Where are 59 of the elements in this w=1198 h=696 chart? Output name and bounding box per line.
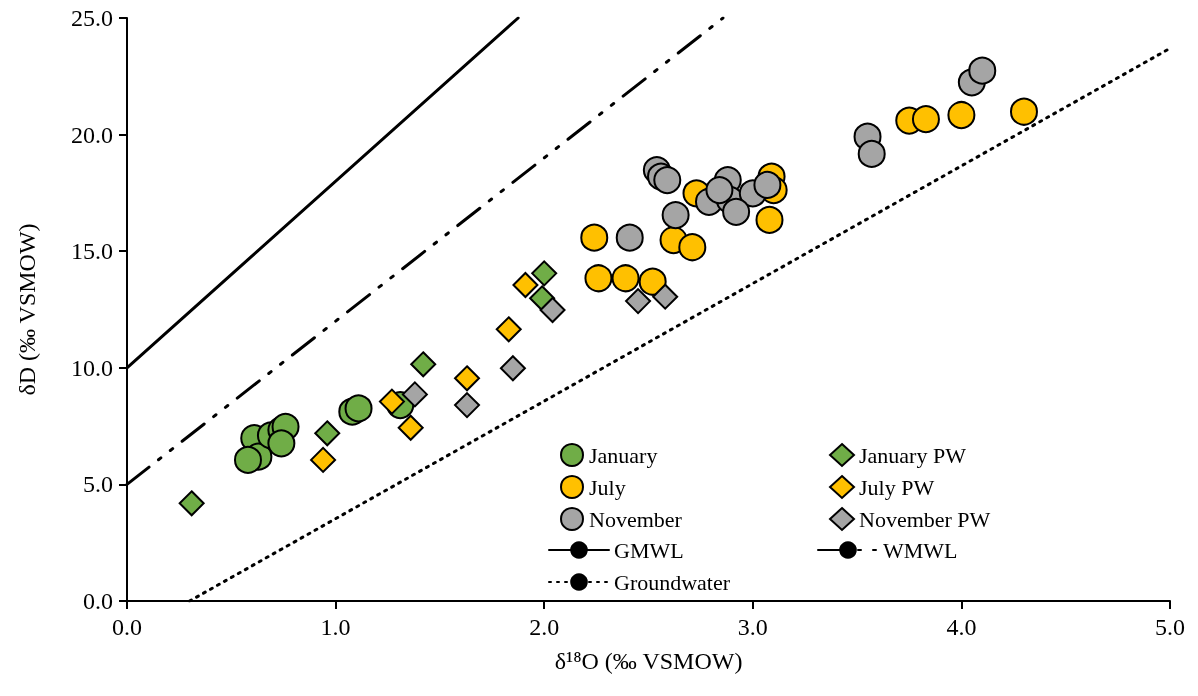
y-tick-label: 0.0 <box>83 588 113 614</box>
y-tick-label: 10.0 <box>71 354 113 381</box>
legend-label: January PW <box>859 442 967 468</box>
y-tick-label: 5.0 <box>83 471 113 498</box>
point <box>652 283 679 310</box>
x-tick-label: 5.0 <box>1155 614 1185 640</box>
point <box>314 420 341 447</box>
point <box>410 351 437 378</box>
point <box>397 414 424 441</box>
y-axis-title: δD (‰ VSMOW) <box>14 223 40 396</box>
point <box>580 223 609 252</box>
legend-label: January <box>589 442 658 468</box>
x-tick-label: 3.0 <box>737 614 768 640</box>
y-tick-label: 25.0 <box>71 5 113 31</box>
point <box>678 233 707 262</box>
x-tick-label: 0.0 <box>112 614 142 640</box>
point <box>178 490 205 517</box>
x-tick-label: 2.0 <box>529 614 560 640</box>
x-tick-label: 1.0 <box>320 614 351 640</box>
point <box>584 264 613 293</box>
point <box>947 101 976 129</box>
point <box>653 166 682 195</box>
point <box>531 260 558 287</box>
point <box>512 272 539 299</box>
legend-label: July <box>589 474 626 500</box>
point <box>454 365 481 392</box>
legend-label: July PW <box>859 474 935 500</box>
point <box>611 264 640 293</box>
point <box>310 446 337 473</box>
legend-label: Groundwater <box>614 569 731 595</box>
point <box>378 388 405 415</box>
point <box>968 56 997 85</box>
x-tick-label: 4.0 <box>946 614 977 640</box>
point <box>755 205 784 234</box>
point <box>539 296 566 323</box>
point <box>495 316 522 343</box>
point <box>857 139 886 168</box>
point <box>722 197 751 226</box>
legend-label: GMWL <box>614 537 684 563</box>
point <box>753 170 782 199</box>
point <box>705 176 734 205</box>
y-tick-label: 20.0 <box>71 121 113 148</box>
legend-label: November <box>589 506 683 532</box>
point <box>1010 97 1038 126</box>
point <box>499 355 526 382</box>
x-axis-title: δ¹⁸O (‰ VSMOW) <box>554 648 743 674</box>
point <box>625 288 652 315</box>
point <box>638 267 667 296</box>
point <box>454 392 481 419</box>
point <box>401 381 428 408</box>
point <box>911 105 940 134</box>
legend-label: November PW <box>859 506 991 532</box>
point <box>344 394 373 423</box>
point <box>234 445 262 474</box>
legend-label: WMWL <box>883 537 958 563</box>
point <box>267 429 296 458</box>
y-tick-label: 15.0 <box>71 238 113 265</box>
point <box>615 223 644 252</box>
point <box>661 201 690 230</box>
